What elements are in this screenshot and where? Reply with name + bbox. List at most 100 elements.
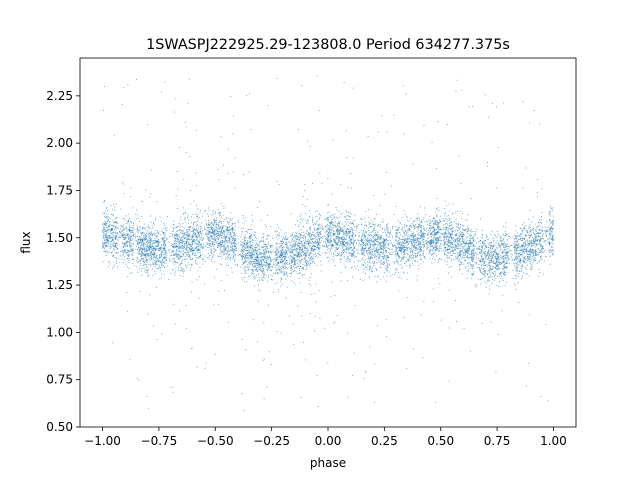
data-point xyxy=(427,219,429,221)
data-point xyxy=(131,226,133,228)
data-point xyxy=(250,263,252,264)
data-point xyxy=(399,241,401,243)
data-point xyxy=(281,248,283,249)
data-point xyxy=(186,258,188,260)
data-point xyxy=(219,235,221,237)
data-point xyxy=(303,247,305,249)
data-point xyxy=(220,244,221,246)
data-point xyxy=(297,251,299,253)
data-point xyxy=(485,256,487,257)
data-point xyxy=(191,251,193,252)
data-point xyxy=(515,263,517,265)
data-point xyxy=(142,240,144,242)
data-point xyxy=(403,236,405,238)
data-point xyxy=(297,266,299,268)
data-point xyxy=(361,234,363,236)
data-point xyxy=(327,234,328,236)
data-point xyxy=(117,266,118,268)
data-point xyxy=(187,261,189,263)
data-point xyxy=(254,232,256,234)
data-point xyxy=(469,242,471,244)
data-point xyxy=(437,223,439,225)
data-point xyxy=(147,231,149,233)
data-point xyxy=(294,264,296,266)
data-point xyxy=(233,250,235,252)
data-point xyxy=(224,218,226,220)
data-point xyxy=(353,352,355,354)
data-point xyxy=(339,244,341,246)
data-point xyxy=(379,236,381,237)
data-point xyxy=(351,236,353,238)
data-point xyxy=(452,213,454,215)
data-point xyxy=(497,253,499,255)
data-point xyxy=(360,245,362,247)
data-point xyxy=(388,260,389,261)
data-point xyxy=(119,254,121,256)
data-point xyxy=(450,252,452,253)
data-point xyxy=(381,262,383,264)
data-point xyxy=(526,273,528,274)
data-point xyxy=(549,212,551,214)
data-point xyxy=(233,237,235,239)
data-point xyxy=(115,220,116,222)
data-point xyxy=(539,123,541,125)
data-point xyxy=(431,262,433,264)
data-point xyxy=(224,230,226,232)
data-point xyxy=(232,171,234,173)
data-point xyxy=(518,238,520,240)
data-point xyxy=(340,253,342,255)
data-point xyxy=(513,247,515,248)
data-point xyxy=(523,246,525,248)
data-point xyxy=(224,237,226,238)
data-point xyxy=(162,238,164,240)
data-point xyxy=(163,243,165,245)
data-point xyxy=(409,241,411,243)
data-point xyxy=(437,238,439,240)
data-point xyxy=(244,239,246,241)
data-point xyxy=(266,247,268,249)
data-point xyxy=(112,234,114,236)
data-point xyxy=(180,229,182,231)
data-point xyxy=(235,246,236,248)
data-point xyxy=(455,90,457,92)
data-point xyxy=(461,256,463,258)
data-point xyxy=(329,225,331,227)
data-point xyxy=(514,249,516,251)
data-point xyxy=(293,267,295,269)
data-point xyxy=(505,267,507,269)
data-point xyxy=(112,227,113,229)
data-point xyxy=(429,239,431,241)
data-point xyxy=(331,244,333,246)
data-point xyxy=(215,220,217,221)
data-point xyxy=(446,233,448,235)
data-point xyxy=(115,226,117,228)
data-point xyxy=(432,252,434,254)
data-point xyxy=(247,269,249,271)
data-point xyxy=(449,237,451,238)
data-point xyxy=(280,260,282,262)
data-point xyxy=(299,256,301,258)
data-point xyxy=(467,229,469,230)
data-point xyxy=(505,271,507,273)
data-point xyxy=(145,272,147,273)
data-point xyxy=(150,243,152,245)
data-point xyxy=(454,247,456,249)
data-point xyxy=(541,219,543,221)
data-point xyxy=(121,229,123,231)
data-point xyxy=(423,229,425,231)
data-point xyxy=(255,256,257,258)
data-point xyxy=(298,224,300,226)
data-point xyxy=(379,242,381,244)
data-point xyxy=(295,235,297,237)
data-point xyxy=(181,250,182,252)
data-point xyxy=(258,253,260,255)
data-point xyxy=(224,236,225,238)
data-point xyxy=(367,254,369,256)
data-point xyxy=(415,238,417,240)
data-point xyxy=(379,225,381,227)
data-point xyxy=(400,277,402,279)
data-point xyxy=(525,258,527,260)
data-point xyxy=(114,225,116,227)
data-point xyxy=(447,249,449,250)
data-point xyxy=(212,229,214,230)
